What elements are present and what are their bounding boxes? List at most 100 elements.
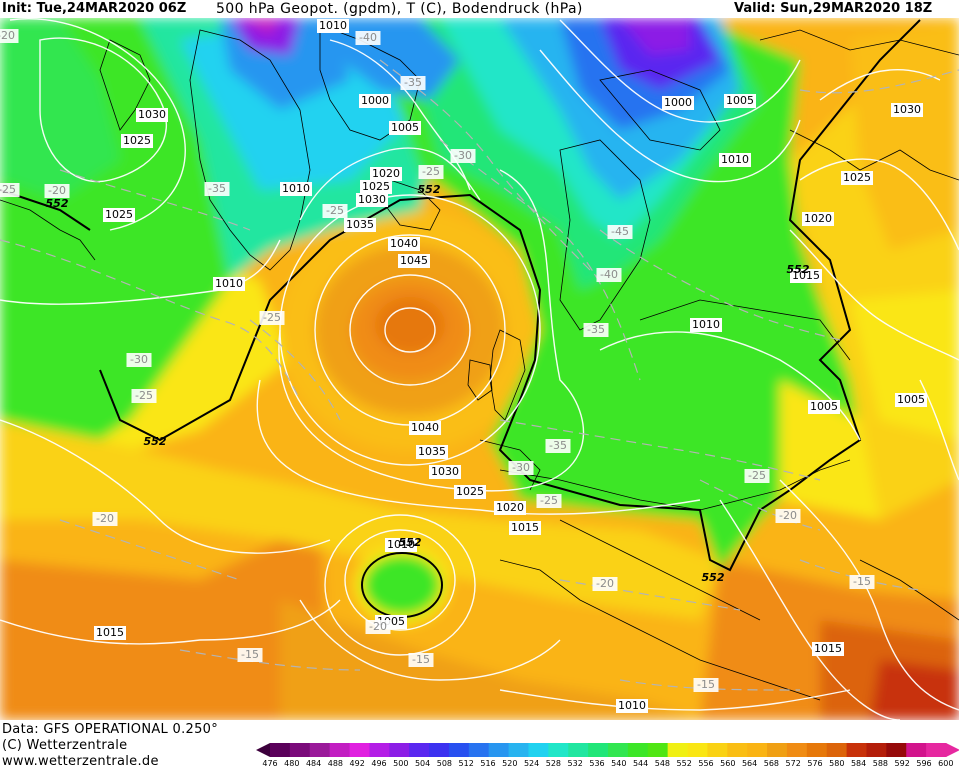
legend-tick-label: 496 — [371, 759, 387, 768]
legend-swatch — [568, 743, 589, 757]
legend-swatch — [468, 743, 490, 757]
isobar-label: 1035 — [418, 445, 446, 458]
isobar-label: 1015 — [792, 269, 820, 282]
temperature-label: -25 — [326, 204, 344, 217]
legend-tick-label: 572 — [785, 759, 801, 768]
legend-tick-label: 592 — [894, 759, 910, 768]
contour-552-label: 552 — [418, 183, 441, 196]
legend-tick-label: 492 — [349, 759, 365, 768]
temperature-label: -20 — [0, 29, 15, 42]
isobar-label: 1000 — [664, 96, 692, 109]
legend-tick-label: 476 — [262, 759, 278, 768]
temperature-label-bg — [408, 653, 434, 667]
temperature-label: -30 — [512, 461, 530, 474]
temperature-label-bg — [693, 678, 719, 692]
temperature-label: -25 — [422, 165, 440, 178]
legend-swatch — [926, 743, 947, 757]
legend-swatch — [369, 743, 390, 757]
geopotential-map: 1010103010251025101010001005102010251030… — [0, 18, 959, 720]
temperature-label: -25 — [748, 469, 766, 482]
temperature-label-bg — [259, 311, 285, 325]
temperature-label-bg — [204, 182, 230, 196]
legend-tick-label: 532 — [567, 759, 583, 768]
legend-tick-label: 480 — [284, 759, 300, 768]
legend-swatch — [687, 743, 708, 757]
isobar-label-bg — [662, 96, 694, 110]
temperature-label: -20 — [96, 512, 114, 525]
color-legend — [256, 743, 959, 757]
legend-tick-label: 552 — [676, 759, 692, 768]
legend-right-arrow — [946, 743, 959, 757]
temperature-label-bg — [0, 183, 20, 197]
legend-swatch — [647, 743, 669, 757]
isobar-label-bg — [388, 237, 420, 251]
chart-header: Init: Tue,24MAR2020 06Z 500 hPa Geopot. … — [0, 0, 959, 18]
temperature-label-bg — [596, 268, 622, 282]
temperature-label-bg — [849, 575, 875, 589]
legend-tick-label: 556 — [698, 759, 714, 768]
isobar-label-bg — [94, 626, 126, 640]
legend-swatch — [906, 743, 927, 757]
legend-tick-label: 528 — [545, 759, 562, 768]
isobar-label: 1010 — [387, 538, 415, 551]
temperature-label: -45 — [611, 225, 629, 238]
legend-swatch — [786, 743, 808, 757]
isobar-label-bg — [790, 269, 822, 283]
isobar-label-bg — [409, 421, 441, 435]
temperature-label: -35 — [549, 439, 567, 452]
isobar-label-bg — [895, 393, 927, 407]
isobar-label-bg — [509, 521, 541, 535]
temperature-label-bg — [365, 620, 391, 634]
isobar-label: 1015 — [814, 642, 842, 655]
init-time: Init: Tue,24MAR2020 06Z — [2, 1, 187, 16]
isobar-label-bg — [454, 485, 486, 499]
legend-swatch — [627, 743, 649, 757]
legend-swatch — [409, 743, 430, 757]
legend-tick-label: 484 — [305, 759, 322, 768]
isobar-label: 1010 — [319, 19, 347, 32]
legend-swatch — [270, 743, 291, 757]
isobar-label-bg — [370, 167, 402, 181]
isobar-label-bg — [416, 445, 448, 459]
isobar-label-bg — [808, 400, 840, 414]
legend-tick-label: 512 — [458, 759, 474, 768]
temperature-label-bg — [508, 461, 534, 475]
isobar-label: 1030 — [138, 108, 166, 121]
temperature-label: -20 — [779, 509, 797, 522]
contour-552-label: 552 — [46, 197, 69, 210]
isobar-label: 1020 — [372, 167, 400, 180]
legend-swatch — [389, 743, 410, 757]
temperature-label-bg — [0, 29, 19, 43]
website-url: www.wetterzentrale.de — [2, 754, 159, 769]
legend-tick-label: 568 — [763, 759, 780, 768]
legend-swatch — [866, 743, 887, 757]
legend-swatch — [289, 743, 311, 757]
height-field — [0, 18, 959, 720]
isobar-label: 1005 — [391, 121, 419, 134]
valid-time: Valid: Sun,29MAR2020 18Z — [734, 1, 933, 16]
isobar-label-bg — [690, 318, 722, 332]
legend-swatch — [667, 743, 689, 757]
isobar-label: 1025 — [105, 208, 133, 221]
temperature-label-bg — [237, 648, 263, 662]
temperature-labels: -40 -35 -30 -25 -25 -35 -20 -25 -25 -30 -20 -45 -40 -… — [0, 29, 875, 692]
temperature-label-bg — [92, 512, 118, 526]
temperature-label-bg — [583, 323, 609, 337]
isobar-label: 1000 — [361, 94, 389, 107]
isobar-label-bg — [389, 121, 421, 135]
legend-swatch — [826, 743, 848, 757]
legend-swatch — [886, 743, 907, 757]
legend-swatch — [707, 743, 728, 757]
temperature-label-bg — [775, 509, 801, 523]
temperature-label-bg — [322, 204, 348, 218]
isobar-label: 1010 — [282, 182, 310, 195]
temperature-label: -15 — [697, 678, 715, 691]
isobar-label-bg — [398, 254, 430, 268]
temperature-label: -20 — [48, 184, 66, 197]
temperature-label: -25 — [135, 389, 153, 402]
isobar-label: 1025 — [456, 485, 484, 498]
isobar-label: 1005 — [726, 94, 754, 107]
isobar-label: 1020 — [804, 212, 832, 225]
isobar-label: 1025 — [362, 180, 390, 193]
